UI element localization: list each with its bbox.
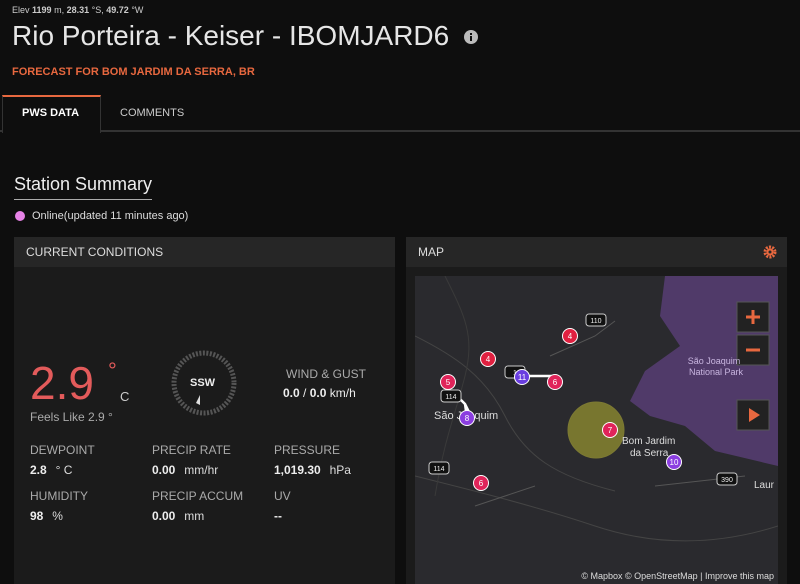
road-shield [585,313,607,327]
road-label: 390 [721,477,733,484]
attribution: © Mapbox © OpenStreetMap | Improve this … [581,571,774,581]
conditions-panel: CURRENT CONDITIONS [14,237,395,584]
elev-label: Elev [12,5,30,15]
marker-label: 8 [465,414,470,423]
temperature: 2.9 [30,357,94,409]
metric-unit: ° C [55,463,73,477]
place-label: São Joaquim [688,356,741,366]
marker-label: 4 [486,355,491,364]
tab[interactable]: PWS DATA [22,107,80,119]
place-label: Bom Jardim [622,436,675,447]
metric-label: DEWPOINT [30,443,95,457]
road-label: 110 [590,318,601,325]
lat-unit: °S, [91,5,104,15]
metric-value: -- [274,509,282,523]
metric-label: PRECIP ACCUM [152,489,244,503]
temp-scale: C [120,389,130,404]
road-shield [428,461,450,475]
marker-label: 4 [568,332,573,341]
station-marker [473,475,489,491]
marker-label: 6 [553,378,558,387]
info-icon[interactable] [463,29,479,45]
marker-label: 11 [518,373,527,382]
road-shield [440,389,462,403]
compass [171,350,237,416]
metric-label: PRESSURE [274,443,341,457]
metric-value: 2.8 [30,463,47,477]
elev: 1199 [32,5,52,15]
station-marker [562,328,578,344]
metric-label: HUMIDITY [30,489,88,503]
station-marker [666,454,682,470]
gust: 0.0 [309,386,327,400]
metric-row: 2.8 ° C [30,461,72,479]
metric-unit: hPa [329,463,351,477]
tab-active[interactable] [2,95,101,133]
metric-unit: % [52,509,63,523]
settings-icon[interactable] [763,245,777,259]
metric-value: 0.00 [152,509,176,523]
station-marker [459,410,475,426]
wind-sep: / [303,386,307,400]
marker-label: 5 [446,378,451,387]
road-label: 114 [445,394,456,401]
wind-unit: km/h [329,386,356,400]
metric-label: PRECIP RATE [152,443,231,457]
marker-label: 6 [479,479,484,488]
road-label: 114 [433,466,444,473]
tab-rule [0,130,800,132]
forecast-link[interactable]: FORECAST FOR BOM JARDIM DA SERRA, BR [12,66,255,78]
wind: 0.0 [283,386,300,400]
wind-label: WIND & GUST [286,367,366,381]
metric-row: 1,019.30 hPa [274,461,351,479]
wind-direction: SSW [190,377,216,389]
metric-value: 0.00 [152,463,176,477]
metric-value: 1,019.30 [274,463,321,477]
lon: 49.72 [106,5,129,15]
metric-row: 0.00 mm/hr [152,461,218,479]
tab[interactable]: COMMENTS [120,107,185,119]
metric-row: 98 % [30,507,63,525]
status: Online(updated 11 minutes ago) [32,210,189,222]
station-marker [602,422,618,438]
section-title: Station Summary [14,174,153,200]
coords: Elev 1199 m, 28.31 °S, 49.72 °W [12,5,143,15]
status-dot [15,211,25,221]
road-shield [716,472,738,486]
station-title: Rio Porteira - Keiser - IBOMJARD6 [12,20,450,51]
place-label: Laur [754,480,775,491]
station-marker [480,351,496,367]
station-marker [440,374,456,390]
feels-like: Feels Like 2.9 ° [30,410,113,424]
place-label: National Park [689,367,744,377]
place-label: da Serra [630,448,669,459]
lon-unit: °W [131,5,144,15]
elev-unit: m, [54,5,65,15]
temp-unit: ° [108,358,117,383]
marker-label: 7 [608,426,613,435]
wind-values: 0.0 / 0.0 km/h [283,386,356,400]
metric-unit: mm [184,509,205,523]
metric-unit: mm/hr [184,463,219,477]
metric-value: 98 [30,509,44,523]
lat: 28.31 [66,5,90,15]
marker-label: 10 [670,458,679,467]
metric-row: -- [274,507,291,525]
station-marker [514,369,530,385]
metric-label: UV [274,489,291,503]
metric-row: 0.00 mm [152,507,204,525]
station-marker [547,374,563,390]
panel-title: CURRENT CONDITIONS [14,237,395,267]
panel-title: MAP [406,237,787,267]
